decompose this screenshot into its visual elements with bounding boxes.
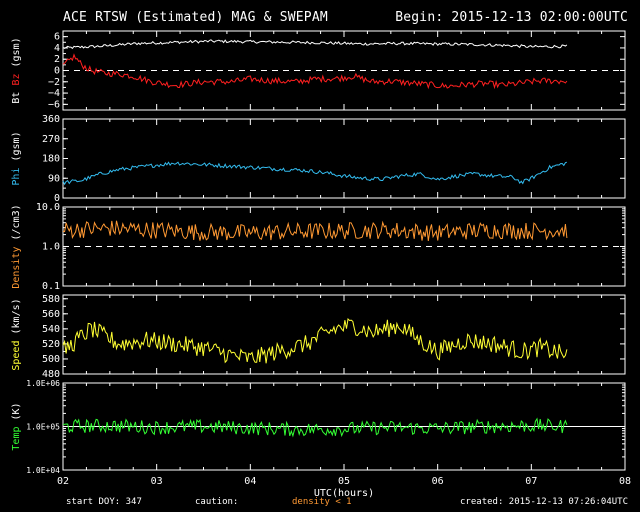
y-axis-label-density: Density (/cm3) [11,204,22,288]
y-tick-label-temp: 1.0E+05 [26,423,60,432]
y-tick-label-phi: 360 [42,114,60,125]
y-axis-label-mag: Bt Bz (gsm) [11,37,22,103]
x-tick-label: 05 [338,476,350,487]
y-axis-label-part: (km/s) [11,298,22,340]
caution-label: caution: [195,497,239,507]
created-time: created: 2015-12-13 07:26:04UTC [460,497,628,507]
panel-speed: 480 500 520 540 560 580 Speed (km/s) [11,294,626,380]
y-axis-label-part: Speed [11,341,22,371]
y-tick-label-speed: 500 [42,354,60,365]
y-tick-label-density: 10.0 [36,202,60,213]
y-tick-label-phi: 270 [42,134,60,145]
y-tick-label-temp: 1.0E+04 [26,466,60,475]
y-axis-label-part: (/cm3) [11,204,22,246]
begin-time: Begin: 2015-12-13 02:00:00UTC [395,10,628,25]
y-axis-label-part: Phi [11,168,22,186]
y-tick-label-mag: −2 [48,77,60,88]
y-tick-label-temp: 1.0E+06 [26,379,60,388]
series-line-density [62,220,568,241]
series-line-speed [62,317,568,364]
series-line-phi [62,161,568,186]
y-tick-label-phi: 180 [42,154,60,165]
series-line-temp [62,417,568,438]
series-line-bz [62,53,568,90]
y-axis-label-part: Bt [11,92,22,104]
y-axis-label-phi: Phi (gsm) [11,131,22,185]
y-tick-label-mag: 6 [54,32,60,43]
y-tick-label-phi: 0 [54,193,60,204]
start-doy: start DOY: 347 [66,497,142,507]
y-tick-label-speed: 560 [42,309,60,320]
y-tick-label-speed: 480 [42,369,60,380]
panel-density: 0.1 1.0 10.0 Density (/cm3) [11,202,626,292]
x-tick-label: 04 [244,476,256,487]
y-axis-label-part: (gsm) [11,131,22,167]
y-tick-label-phi: 90 [48,173,60,184]
panel-temp: 1.0E+04 1.0E+05 1.0E+06 Temp (K) [11,379,626,475]
y-tick-label-speed: 520 [42,339,60,350]
y-axis-label-part: (K) [11,402,22,426]
x-axis-label: UTC(hours) [314,488,374,499]
y-tick-label-density: 1.0 [42,242,60,253]
density-caution-note: density < 1 [292,497,352,507]
y-axis-label-part: Temp [11,427,22,451]
y-axis-label-temp: Temp (K) [11,402,22,450]
y-tick-label-density: 0.1 [42,281,60,292]
y-tick-label-mag: 4 [54,43,60,54]
chart-title: ACE RTSW (Estimated) MAG & SWEPAM [63,10,328,25]
y-tick-label-mag: 0 [54,66,60,77]
panel-phi: 0 90 180 270 360 Phi (gsm) [11,114,626,204]
series-line-bt [62,39,568,50]
y-tick-label-mag: 2 [54,54,60,65]
x-tick-label: 02 [57,476,69,487]
y-tick-label-mag: −4 [48,88,60,99]
y-axis-label-speed: Speed (km/s) [11,298,22,370]
y-tick-label-speed: 540 [42,324,60,335]
y-axis-label-part: Bz [11,74,22,92]
x-tick-label: 03 [151,476,163,487]
panel-frame-speed [62,294,626,375]
y-tick-label-mag: −6 [48,99,60,110]
y-tick-label-speed: 580 [42,294,60,305]
x-tick-label: 07 [525,476,537,487]
panel-frame-phi [62,118,626,199]
y-axis-label-part: Density [11,247,22,289]
x-tick-label: 08 [619,476,631,487]
y-axis-label-part: (gsm) [11,37,22,73]
x-tick-label: 06 [432,476,444,487]
